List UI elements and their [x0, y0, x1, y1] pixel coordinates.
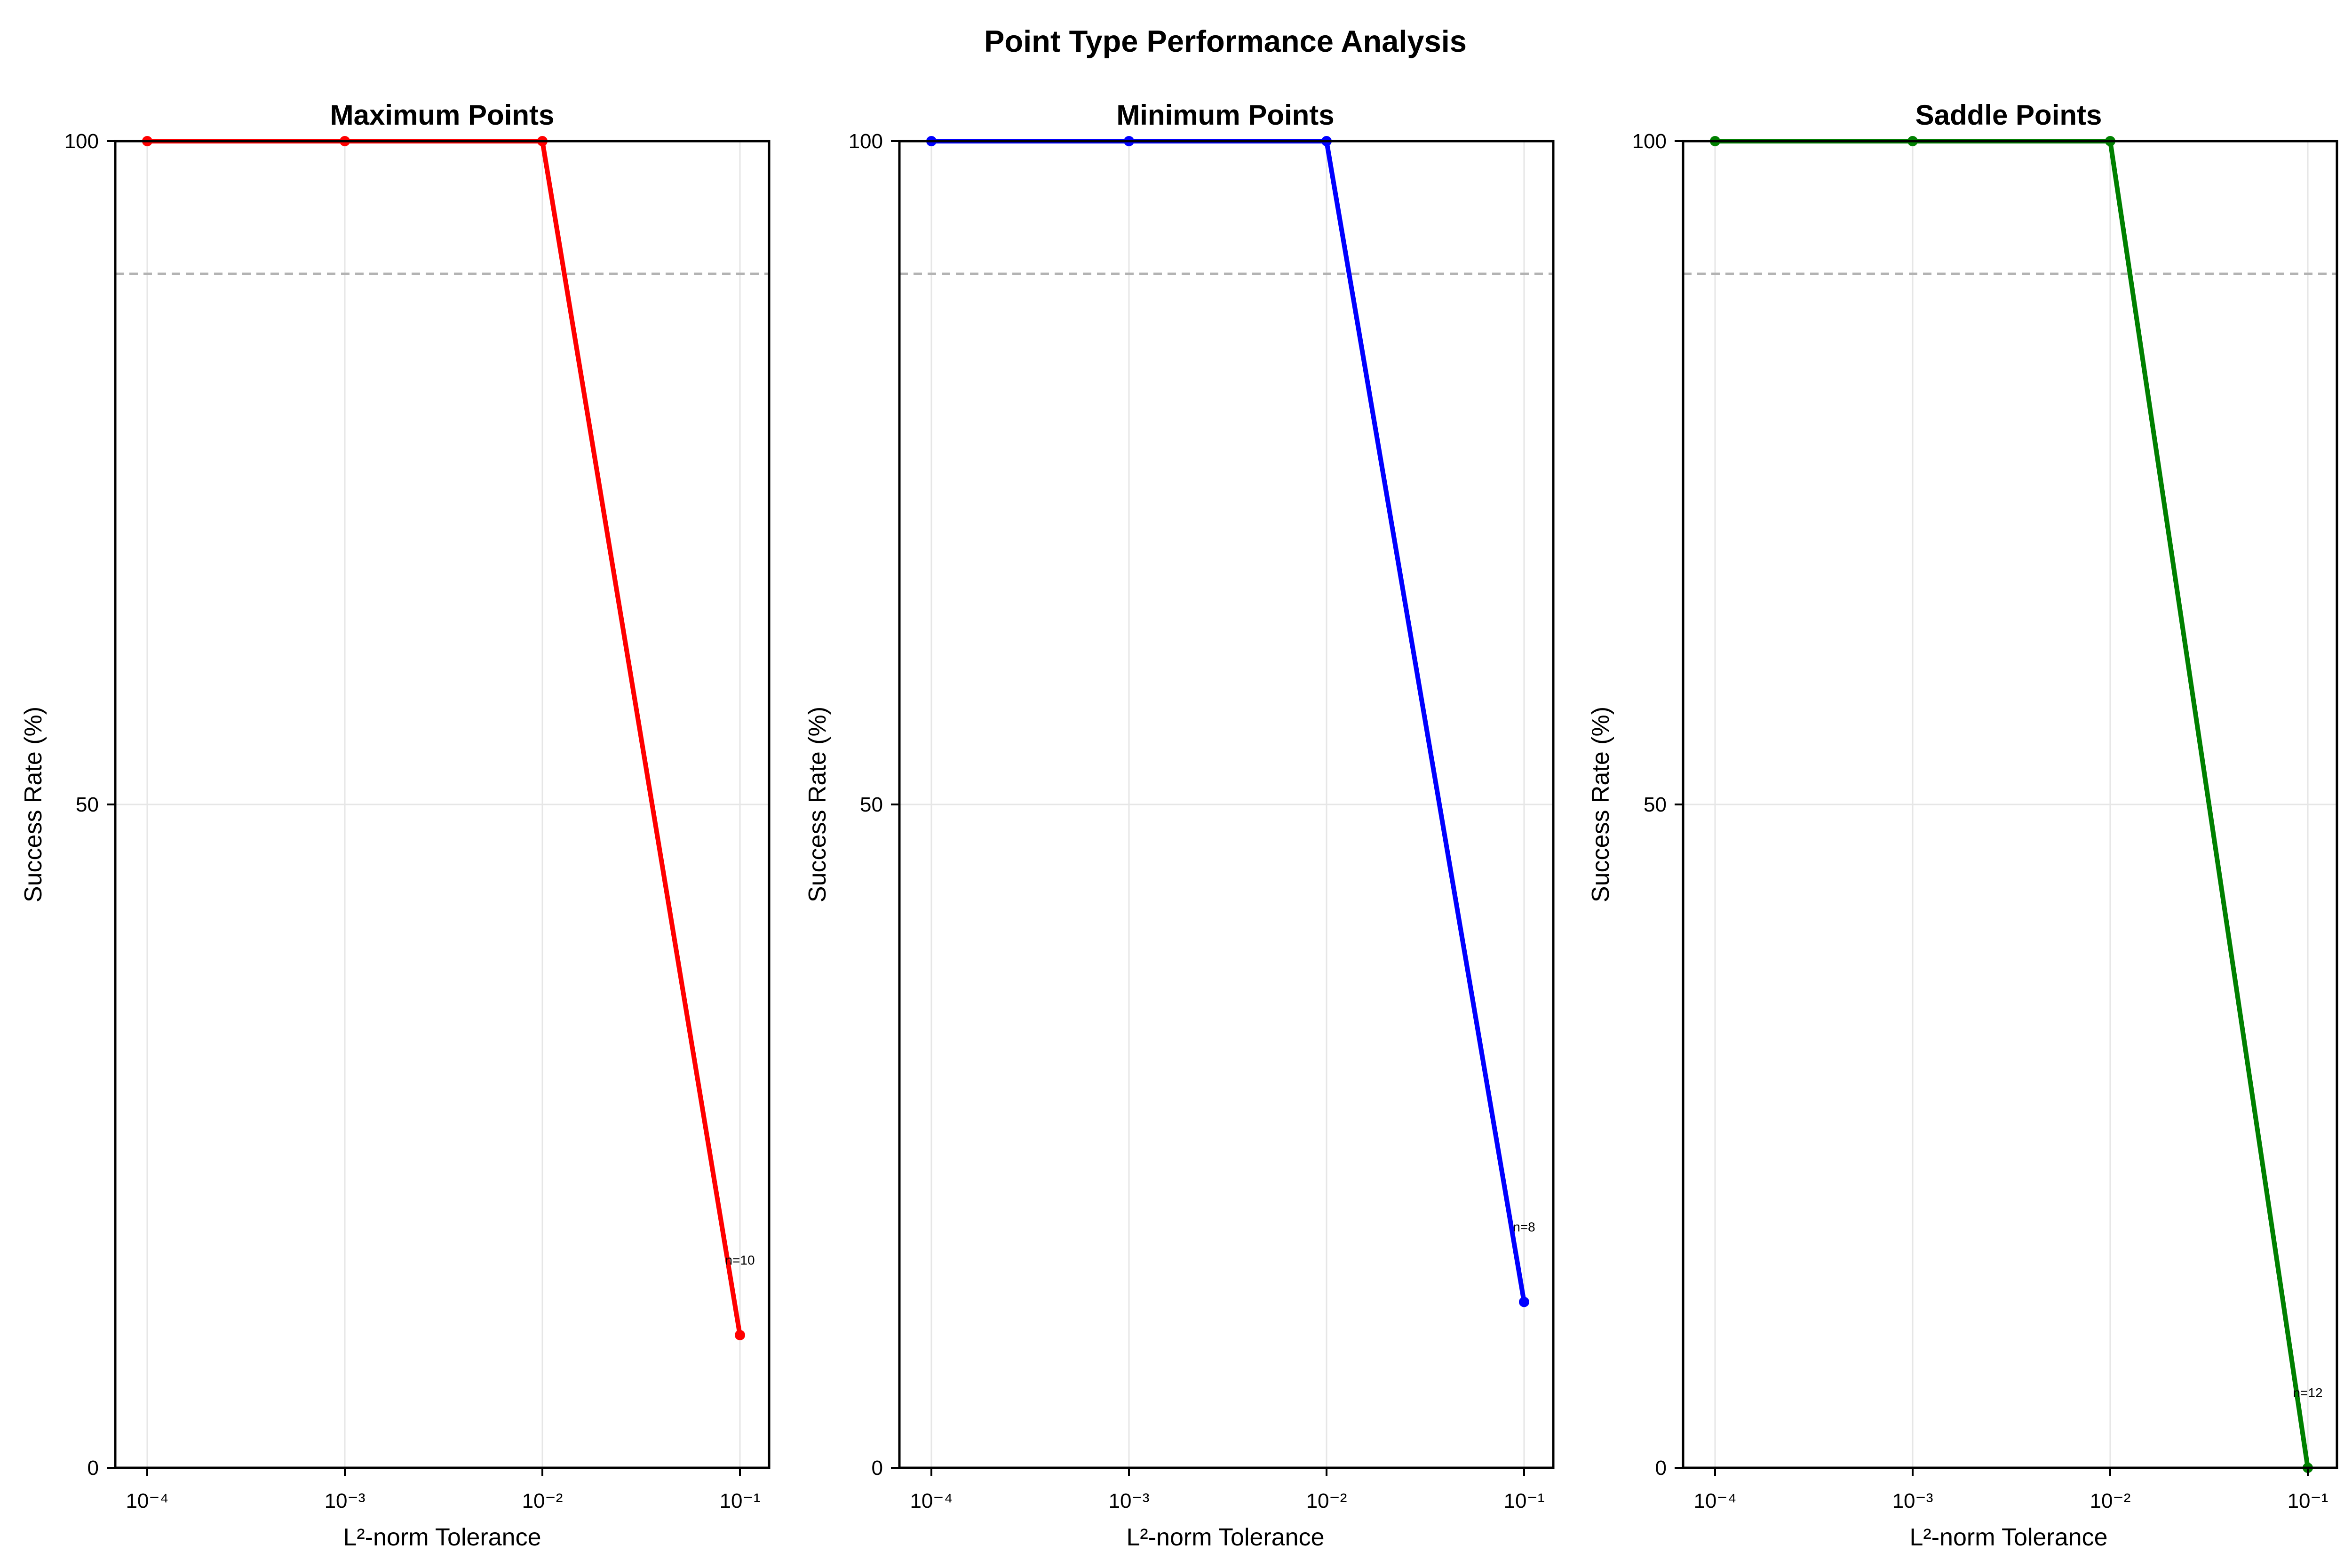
panel-title: Minimum Points	[1116, 99, 1334, 131]
panel-title: Maximum Points	[330, 99, 555, 131]
y-tick-label: 100	[1632, 130, 1667, 153]
y-tick-label: 0	[1655, 1457, 1667, 1480]
y-tick-label: 50	[1644, 793, 1667, 816]
point-count-annotation: n=12	[2293, 1385, 2322, 1400]
y-tick-label: 100	[64, 130, 99, 153]
x-tick-label: 10⁻³	[325, 1489, 366, 1512]
x-tick-label: 10⁻⁴	[1693, 1489, 1736, 1512]
x-axis-label: L²-norm Tolerance	[343, 1524, 541, 1551]
series-line	[147, 139, 742, 1336]
x-tick-label: 10⁻³	[1892, 1489, 1933, 1512]
y-axis-label: Success Rate (%)	[804, 707, 831, 902]
y-axis-label: Success Rate (%)	[1587, 707, 1614, 902]
x-tick-label: 10⁻⁴	[910, 1489, 953, 1512]
x-tick-label: 10⁻¹	[2288, 1489, 2328, 1512]
point-count-annotation: n=10	[725, 1253, 755, 1267]
data-point	[735, 1330, 745, 1340]
x-tick-label: 10⁻³	[1109, 1489, 1150, 1512]
x-tick-label: 10⁻⁴	[126, 1489, 168, 1512]
y-axis-label: Success Rate (%)	[20, 707, 47, 902]
point-count-annotation: n=8	[1513, 1220, 1535, 1234]
x-tick-label: 10⁻²	[522, 1489, 563, 1512]
x-tick-label: 10⁻²	[2090, 1489, 2131, 1512]
y-tick-label: 100	[849, 130, 883, 153]
y-tick-label: 0	[872, 1457, 883, 1480]
x-tick-label: 10⁻¹	[720, 1489, 761, 1512]
x-tick-label: 10⁻¹	[1504, 1489, 1545, 1512]
y-tick-label: 0	[87, 1457, 99, 1480]
y-tick-label: 50	[860, 793, 883, 816]
figure-title: Point Type Performance Analysis	[984, 24, 1467, 58]
series-line	[931, 139, 1526, 1303]
panel-title: Saddle Points	[1915, 99, 2102, 131]
y-tick-label: 50	[76, 793, 99, 816]
x-axis-label: L²-norm Tolerance	[1909, 1524, 2107, 1551]
x-axis-label: L²-norm Tolerance	[1126, 1524, 1324, 1551]
data-point	[1519, 1297, 1529, 1307]
x-tick-label: 10⁻²	[1306, 1489, 1347, 1512]
panel-maximum-points: Maximum Points Success Rate (%) L²-norm …	[20, 99, 771, 1551]
panel-saddle-points: Saddle Points Success Rate (%) L²-norm T…	[1587, 99, 2338, 1551]
panel-minimum-points: Minimum Points Success Rate (%) L²-norm …	[804, 99, 1555, 1551]
